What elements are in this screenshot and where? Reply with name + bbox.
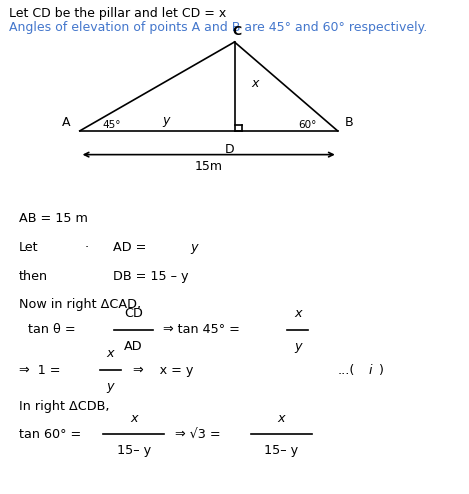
Text: Now in right ΔCAD,: Now in right ΔCAD, bbox=[19, 298, 141, 311]
Text: AD =: AD = bbox=[113, 241, 150, 254]
Text: ·: · bbox=[84, 241, 89, 254]
Text: D: D bbox=[225, 143, 234, 156]
Text: ⇒  1 =: ⇒ 1 = bbox=[19, 364, 64, 376]
Text: Angles of elevation of points A and B are 45° and 60° respectively.: Angles of elevation of points A and B ar… bbox=[9, 21, 428, 34]
Text: tan 60° =: tan 60° = bbox=[19, 428, 85, 441]
Text: y: y bbox=[106, 380, 114, 393]
Text: 60°: 60° bbox=[298, 120, 316, 130]
Text: AB = 15 m: AB = 15 m bbox=[19, 212, 88, 225]
Text: y: y bbox=[163, 114, 170, 127]
Text: CD: CD bbox=[124, 307, 143, 320]
Text: DB = 15 – y: DB = 15 – y bbox=[113, 270, 188, 283]
Text: A: A bbox=[62, 116, 70, 129]
Text: In right ΔCDB,: In right ΔCDB, bbox=[19, 400, 109, 413]
Text: x: x bbox=[278, 412, 285, 425]
Text: B: B bbox=[345, 116, 353, 129]
Text: x: x bbox=[294, 307, 302, 320]
Text: y: y bbox=[190, 241, 197, 254]
Text: i: i bbox=[368, 364, 371, 376]
Text: AD: AD bbox=[124, 340, 143, 353]
Text: x: x bbox=[106, 347, 114, 360]
Text: 45°: 45° bbox=[102, 120, 121, 130]
Text: Let CD be the pillar and let CD = x: Let CD be the pillar and let CD = x bbox=[9, 7, 227, 20]
Text: ⇒ √3 =: ⇒ √3 = bbox=[171, 428, 225, 441]
Text: 15– y: 15– y bbox=[117, 445, 151, 457]
Text: then: then bbox=[19, 270, 48, 283]
Text: tan θ =: tan θ = bbox=[28, 324, 80, 336]
Text: x: x bbox=[130, 412, 137, 425]
Text: 15m: 15m bbox=[195, 160, 223, 172]
Text: Let: Let bbox=[19, 241, 38, 254]
Text: ⇒ tan 45° =: ⇒ tan 45° = bbox=[159, 324, 244, 336]
Text: x: x bbox=[251, 78, 258, 90]
Text: 15– y: 15– y bbox=[265, 445, 298, 457]
Text: ...(: ...( bbox=[338, 364, 355, 376]
Text: y: y bbox=[294, 340, 302, 353]
Text: C: C bbox=[232, 25, 242, 38]
Text: ): ) bbox=[378, 364, 382, 376]
Text: ⇒    x = y: ⇒ x = y bbox=[129, 364, 193, 376]
